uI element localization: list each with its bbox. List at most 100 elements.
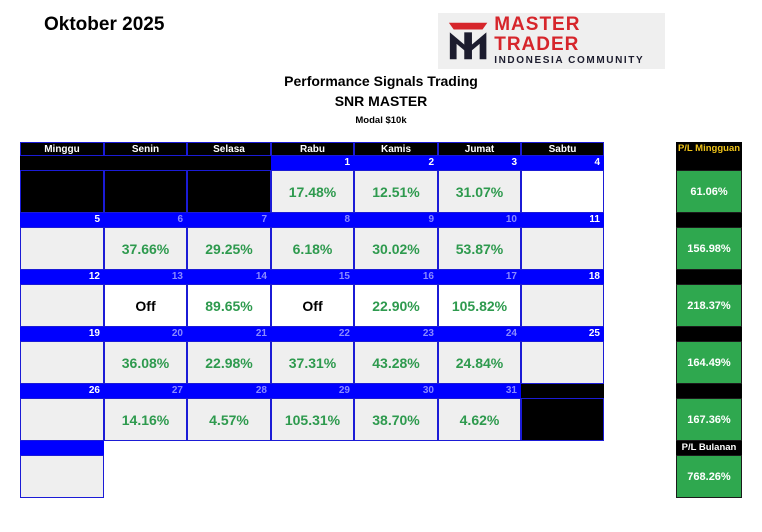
capital-label: Modal $10k (355, 115, 407, 126)
date-number: 23 (354, 327, 438, 341)
date-number: 5 (20, 213, 104, 227)
weekly-pl-gap (676, 156, 742, 170)
date-number: 28 (187, 384, 271, 398)
daily-pl-value: 29.25% (187, 227, 271, 270)
date-number: 11 (521, 213, 604, 227)
date-number (20, 441, 104, 455)
daily-pl-value (104, 170, 187, 213)
daily-pl-value: 4.62% (438, 398, 521, 441)
date-number: 31 (438, 384, 521, 398)
daily-pl-value: 24.84% (438, 341, 521, 384)
daily-pl-value: 36.08% (104, 341, 187, 384)
logo-main-text: MASTER TRADER (494, 14, 581, 55)
date-number: 27 (104, 384, 187, 398)
daily-pl-value: 53.87% (438, 227, 521, 270)
date-number: 12 (20, 270, 104, 284)
daily-pl-value: 105.82% (438, 284, 521, 327)
weekly-pl-value: 167.36% (676, 398, 742, 441)
date-number: 20 (104, 327, 187, 341)
daily-pl-value (521, 341, 604, 384)
daily-pl-value (187, 170, 271, 213)
daily-pl-value (20, 341, 104, 384)
date-number: 30 (354, 384, 438, 398)
daily-pl-value: Off (104, 284, 187, 327)
brand-logo: MASTER TRADER INDONESIA COMMUNITY (438, 13, 665, 69)
report-title: Performance Signals Trading (284, 73, 478, 89)
date-number: 22 (271, 327, 354, 341)
mt-logo-icon (448, 22, 488, 60)
daily-pl-value: 22.90% (354, 284, 438, 327)
daily-pl-value: 43.28% (354, 341, 438, 384)
date-number: 8 (271, 213, 354, 227)
month-title: Oktober 2025 (44, 14, 165, 35)
day-header-jumat: Jumat (438, 142, 521, 156)
daily-pl-value (521, 398, 604, 441)
day-header-kamis: Kamis (354, 142, 438, 156)
daily-pl-value: 30.02% (354, 227, 438, 270)
daily-pl-value: 12.51% (354, 170, 438, 213)
day-header-senin: Senin (104, 142, 187, 156)
date-number: 9 (354, 213, 438, 227)
date-number: 21 (187, 327, 271, 341)
day-header-minggu: Minggu (20, 142, 104, 156)
daily-pl-value: 14.16% (104, 398, 187, 441)
date-number: 7 (187, 213, 271, 227)
date-number: 16 (354, 270, 438, 284)
date-number (20, 156, 104, 170)
daily-pl-value (20, 284, 104, 327)
day-header-selasa: Selasa (187, 142, 271, 156)
weekly-pl-value: 156.98% (676, 227, 742, 270)
date-number: 3 (438, 156, 521, 170)
date-number: 19 (20, 327, 104, 341)
date-number: 26 (20, 384, 104, 398)
date-number: 29 (271, 384, 354, 398)
monthly-pl-value: 768.26% (676, 455, 742, 498)
daily-pl-value: 37.31% (271, 341, 354, 384)
weekly-pl-gap (676, 327, 742, 341)
daily-pl-value: 4.57% (187, 398, 271, 441)
daily-pl-value (521, 284, 604, 327)
date-number: 18 (521, 270, 604, 284)
date-number: 14 (187, 270, 271, 284)
daily-pl-value: 6.18% (271, 227, 354, 270)
date-number (521, 384, 604, 398)
report-subtitle: SNR MASTER (334, 93, 428, 109)
daily-pl-value: 37.66% (104, 227, 187, 270)
extra-day-box (20, 455, 104, 498)
daily-pl-value (20, 398, 104, 441)
weekly-pl-header: P/L Mingguan (676, 142, 742, 156)
weekly-pl-gap (676, 384, 742, 398)
weekly-pl-value: 61.06% (676, 170, 742, 213)
daily-pl-value: 22.98% (187, 341, 271, 384)
date-number: 25 (521, 327, 604, 341)
daily-pl-value: 89.65% (187, 284, 271, 327)
daily-pl-value: 38.70% (354, 398, 438, 441)
day-header-rabu: Rabu (271, 142, 354, 156)
date-number (187, 156, 271, 170)
daily-pl-value (521, 227, 604, 270)
weekly-pl-gap (676, 270, 742, 284)
date-number: 13 (104, 270, 187, 284)
date-number: 4 (521, 156, 604, 170)
date-number: 1 (271, 156, 354, 170)
monthly-pl-header: P/L Bulanan (676, 441, 742, 455)
day-header-sabtu: Sabtu (521, 142, 604, 156)
date-number: 15 (271, 270, 354, 284)
logo-sub-text: INDONESIA COMMUNITY (494, 55, 645, 66)
daily-pl-value: Off (271, 284, 354, 327)
daily-pl-value: 31.07% (438, 170, 521, 213)
daily-pl-value (20, 170, 104, 213)
date-number: 2 (354, 156, 438, 170)
date-number (104, 156, 187, 170)
date-number: 10 (438, 213, 521, 227)
date-number: 6 (104, 213, 187, 227)
daily-pl-value (20, 227, 104, 270)
weekly-pl-value: 164.49% (676, 341, 742, 384)
daily-pl-value (521, 170, 604, 213)
weekly-pl-value: 218.37% (676, 284, 742, 327)
daily-pl-value: 105.31% (271, 398, 354, 441)
date-number: 24 (438, 327, 521, 341)
daily-pl-value: 17.48% (271, 170, 354, 213)
date-number: 17 (438, 270, 521, 284)
weekly-pl-gap (676, 213, 742, 227)
